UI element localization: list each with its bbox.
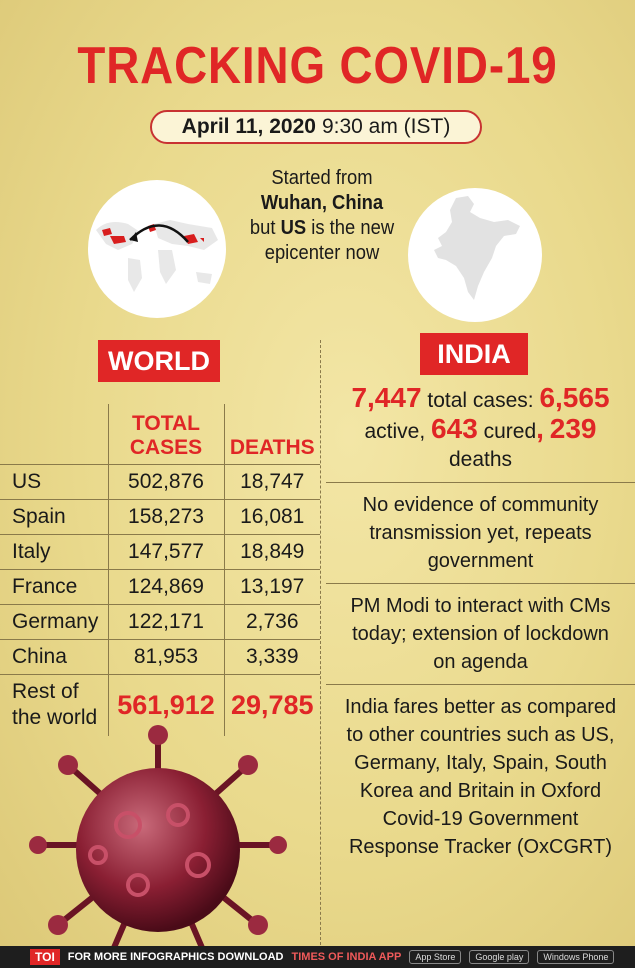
table-row: Italy 147,577 18,849 xyxy=(0,533,320,569)
india-deaths: 239 xyxy=(549,413,597,444)
origin-line-3-post: is the new xyxy=(311,217,395,239)
origin-line-3-pre: but xyxy=(249,217,276,239)
table-row: China 81,953 3,339 xyxy=(0,638,320,674)
country-cell: China xyxy=(0,638,108,674)
india-active: 6,565 xyxy=(539,382,610,413)
country-cell: France xyxy=(0,568,108,604)
india-column: 7,447 total cases: 6,565 active, 643 cur… xyxy=(326,384,635,869)
india-active-text: active, xyxy=(364,420,426,443)
country-cell: Spain xyxy=(0,498,108,534)
india-note-2: PM Modi to interact with CMs today; exte… xyxy=(326,584,635,685)
deaths-cell: 18,849 xyxy=(223,533,320,569)
rest-label-2: the world xyxy=(12,706,98,730)
table-row: Spain 158,273 16,081 xyxy=(0,498,320,534)
deaths-cell: 2,736 xyxy=(223,603,320,639)
india-cured: 643 xyxy=(431,413,478,444)
header-country xyxy=(0,404,108,464)
app-store-badge[interactable]: App Store xyxy=(409,950,462,964)
india-label: INDIA xyxy=(420,333,528,375)
origin-note: Started from Wuhan, China but US is the … xyxy=(239,166,405,266)
page-title: TRACKING COVID-19 xyxy=(77,37,558,95)
table-header: TOTAL CASES DEATHS xyxy=(0,404,320,464)
table-row: US 502,876 18,747 xyxy=(0,463,320,499)
world-map-icon xyxy=(88,180,226,318)
date-badge: April 11, 2020 9:30 am (IST) xyxy=(150,110,482,144)
country-cell: Rest of the world xyxy=(0,673,108,736)
india-note-1: No evidence of community transmission ye… xyxy=(326,483,635,584)
windows-phone-badge[interactable]: Windows Phone xyxy=(537,950,615,964)
deaths-cell: 13,197 xyxy=(223,568,320,604)
footer-text: FOR MORE INFOGRAPHICS DOWNLOAD xyxy=(67,951,284,963)
deaths-cell: 3,339 xyxy=(223,638,320,674)
time-text: 9:30 am (IST) xyxy=(321,115,451,138)
india-note-3: India fares better as compared to other … xyxy=(344,696,617,858)
india-total-cases: 7,447 xyxy=(351,382,422,413)
india-deaths-text: deaths xyxy=(448,448,513,471)
origin-line-4: epicenter now xyxy=(264,242,380,264)
footer-app-name[interactable]: TIMES OF INDIA APP xyxy=(291,951,402,963)
column-divider xyxy=(320,340,321,945)
world-table: TOTAL CASES DEATHS US 502,876 18,747 Spa… xyxy=(0,404,320,736)
total-cell: 124,869 xyxy=(107,568,224,604)
date-text: April 11, 2020 xyxy=(181,115,316,138)
india-map-icon xyxy=(408,188,542,322)
india-stats: 7,447 total cases: 6,565 active, 643 cur… xyxy=(326,384,635,483)
header-total-cases: TOTAL CASES xyxy=(107,404,224,464)
table-row: Germany 122,171 2,736 xyxy=(0,603,320,639)
rest-label-1: Rest of xyxy=(12,680,79,704)
india-total-cases-text: total cases: xyxy=(427,389,534,412)
country-cell: Germany xyxy=(0,603,108,639)
toi-logo: TOI xyxy=(30,949,60,965)
virus-illustration xyxy=(28,725,288,955)
world-label: WORLD xyxy=(98,340,220,382)
origin-line-1: Started from xyxy=(271,167,373,189)
total-cell: 81,953 xyxy=(107,638,224,674)
rest-total-cell: 561,912 xyxy=(107,673,224,736)
country-cell: Italy xyxy=(0,533,108,569)
total-cell: 147,577 xyxy=(107,533,224,569)
footer-bar: TOI FOR MORE INFOGRAPHICS DOWNLOAD TIMES… xyxy=(0,946,635,968)
google-play-badge[interactable]: Google play xyxy=(469,950,530,964)
total-cell: 502,876 xyxy=(107,463,224,499)
rest-deaths-cell: 29,785 xyxy=(223,673,320,736)
deaths-cell: 18,747 xyxy=(223,463,320,499)
india-cured-text: cured xyxy=(483,420,537,443)
table-row: France 124,869 13,197 xyxy=(0,568,320,604)
origin-us: US xyxy=(280,217,307,239)
total-cell: 158,273 xyxy=(107,498,224,534)
table-row-rest: Rest of the world 561,912 29,785 xyxy=(0,673,320,736)
header-deaths: DEATHS xyxy=(223,404,320,464)
origin-city: Wuhan, China xyxy=(260,192,384,214)
total-cell: 122,171 xyxy=(107,603,224,639)
country-cell: US xyxy=(0,463,108,499)
deaths-cell: 16,081 xyxy=(223,498,320,534)
